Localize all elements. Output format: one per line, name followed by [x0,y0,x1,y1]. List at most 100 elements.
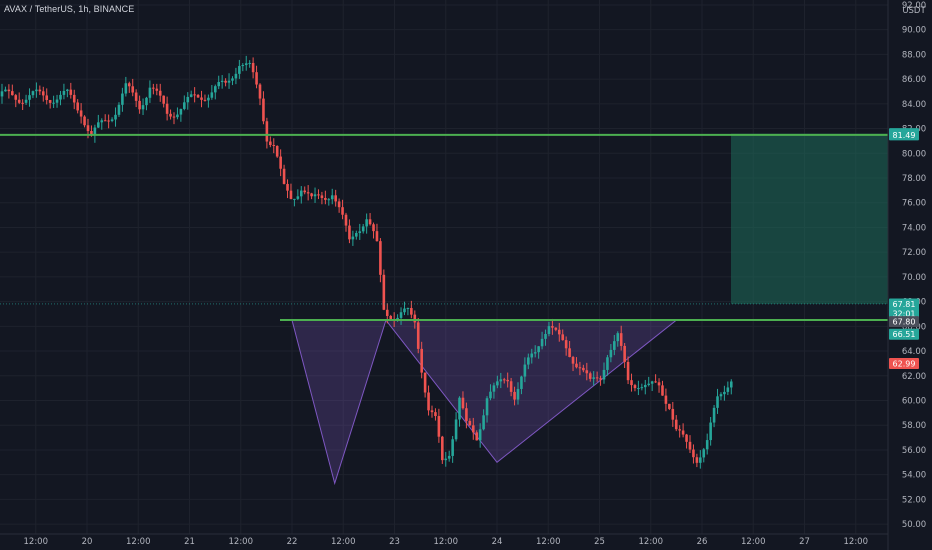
candle-up[interactable] [351,236,355,240]
candle-down[interactable] [162,95,165,104]
candle-down[interactable] [372,224,375,232]
candle-down[interactable] [320,195,324,199]
candle-up[interactable] [313,194,317,197]
candle-down[interactable] [410,308,413,315]
candle-down[interactable] [468,420,472,426]
candle-up[interactable] [447,455,451,459]
candle-up[interactable] [716,396,719,408]
target-zone[interactable] [731,133,888,304]
candle-up[interactable] [533,352,537,354]
candle-up[interactable] [124,83,128,94]
candle-down[interactable] [265,121,269,142]
candle-up[interactable] [458,397,461,420]
candle-up[interactable] [602,369,606,380]
candle-up[interactable] [183,102,186,109]
candle-down[interactable] [551,326,554,328]
candle-down[interactable] [385,309,389,316]
candle-down[interactable] [382,274,386,310]
candle-up[interactable] [117,104,121,115]
price-axis[interactable]: 92.0090.0088.0086.0084.0082.0080.0078.00… [887,0,926,550]
candle-up[interactable] [520,376,523,389]
candle-down[interactable] [107,120,110,122]
candle-down[interactable] [502,379,506,381]
candle-up[interactable] [719,394,723,397]
candle-down[interactable] [76,102,79,111]
candle-up[interactable] [186,96,190,103]
candle-up[interactable] [355,233,358,237]
candle-up[interactable] [489,391,492,399]
candle-up[interactable] [55,99,59,103]
candle-down[interactable] [513,391,516,400]
candle-down[interactable] [282,168,286,184]
candle-down[interactable] [633,385,637,389]
candle-down[interactable] [127,83,131,87]
candle-down[interactable] [423,372,427,393]
candle-up[interactable] [709,422,712,441]
candle-up[interactable] [527,357,530,365]
candle-down[interactable] [269,141,272,145]
candle-up[interactable] [451,439,454,456]
candle-down[interactable] [286,183,289,191]
candle-up[interactable] [540,338,544,347]
candle-down[interactable] [427,392,430,411]
candle-down[interactable] [193,94,196,96]
candle-up[interactable] [234,73,238,79]
candle-down[interactable] [172,116,176,118]
candle-down[interactable] [196,94,200,98]
candle-down[interactable] [41,91,45,96]
candle-up[interactable] [100,120,104,123]
candle-up[interactable] [28,95,31,100]
candle-down[interactable] [430,410,434,413]
candle-up[interactable] [93,127,97,136]
candle-down[interactable] [7,89,11,92]
candle-up[interactable] [454,419,458,440]
candle-up[interactable] [330,195,334,200]
candle-up[interactable] [189,94,193,97]
candle-down[interactable] [557,329,561,335]
candle-up[interactable] [616,333,620,342]
candle-down[interactable] [324,198,327,200]
candle-down[interactable] [69,89,73,95]
candle-up[interactable] [227,80,231,83]
candle-down[interactable] [275,145,279,157]
candle-down[interactable] [165,103,169,114]
candle-up[interactable] [141,105,145,110]
candle-down[interactable] [416,322,420,349]
candle-up[interactable] [293,198,296,200]
candle-down[interactable] [334,195,337,202]
candle-down[interactable] [389,315,393,320]
candle-down[interactable] [79,110,83,117]
candle-down[interactable] [671,408,675,420]
candle-up[interactable] [59,94,62,100]
candle-up[interactable] [220,80,224,83]
candle-down[interactable] [344,214,348,226]
candle-up[interactable] [492,385,496,392]
candle-up[interactable] [148,87,152,98]
candle-up[interactable] [365,219,368,227]
candle-down[interactable] [441,436,444,461]
candle-down[interactable] [169,113,172,117]
candle-up[interactable] [24,99,28,103]
candle-up[interactable] [606,357,609,370]
candle-down[interactable] [661,385,664,396]
candle-down[interactable] [224,80,227,83]
candle-down[interactable] [561,334,565,341]
candle-down[interactable] [465,408,468,421]
candle-up[interactable] [729,381,733,388]
candle-up[interactable] [244,63,248,66]
candle-down[interactable] [420,348,423,373]
candle-up[interactable] [114,114,117,120]
candle-up[interactable] [396,317,399,320]
candle-down[interactable] [588,373,592,379]
candle-down[interactable] [657,382,661,386]
candle-down[interactable] [413,314,417,323]
candle-up[interactable] [609,349,613,358]
candle-down[interactable] [575,363,578,368]
candle-down[interactable] [90,131,93,136]
candle-down[interactable] [155,88,159,91]
candle-up[interactable] [145,97,148,106]
candle-down[interactable] [568,348,571,358]
candle-up[interactable] [544,333,547,339]
candle-up[interactable] [537,346,540,353]
candle-down[interactable] [310,193,313,197]
